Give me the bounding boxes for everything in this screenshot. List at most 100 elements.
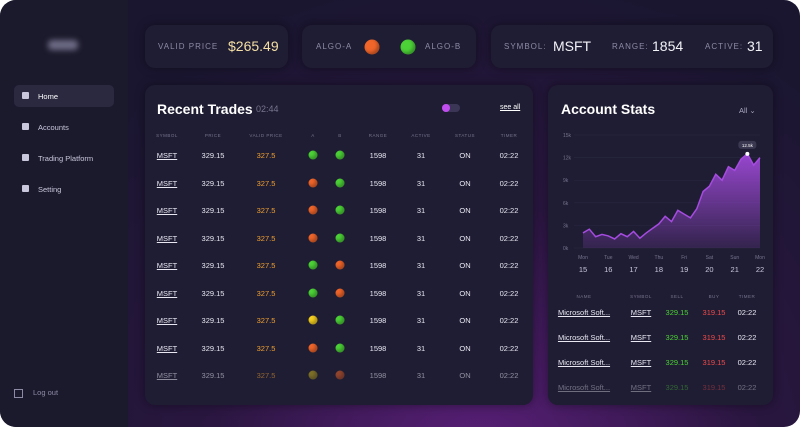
nav-icon [22, 92, 29, 99]
indicator-dot [335, 288, 345, 297]
stats-cell: MSFT [630, 358, 652, 367]
trade-cell: 02:22 [499, 343, 519, 353]
area-fill [583, 153, 760, 248]
see-all-link[interactable]: see all [500, 104, 521, 111]
trade-cell: 02:22 [499, 206, 519, 215]
trade-cell: ON [459, 206, 471, 215]
stats-cell: 329.15 [665, 333, 689, 342]
column-header: TIMER [738, 294, 756, 299]
x-tick-date: 22 [756, 265, 764, 274]
nav-item[interactable]: Home [14, 85, 114, 107]
x-tick-date: 21 [731, 265, 739, 274]
valid-price-card: VALID PRICE $265.49 [145, 25, 288, 68]
trade-cell: 1598 [369, 343, 387, 353]
annotation-label: 12.5k [742, 143, 754, 148]
column-header: BUY [708, 294, 720, 299]
column-header: NAME [576, 294, 592, 299]
trade-cell: MSFT [156, 371, 178, 380]
x-tick-date: 17 [629, 265, 637, 274]
indicator-dot [308, 343, 318, 352]
account-stats-title: Account Stats [561, 101, 656, 117]
symbol-card: SYMBOL: MSFT RANGE: 1854 ACTIVE: 31 [491, 25, 773, 68]
nav-label: Trading Platform [38, 154, 94, 163]
symbol: MSFT [553, 38, 592, 54]
trade-cell: ON [459, 261, 471, 270]
trade-cell: 327.5 [256, 316, 276, 325]
trade-cell: ON [459, 151, 471, 160]
indicator-dot [335, 343, 345, 352]
trade-cell: 1598 [369, 288, 387, 298]
nav-item[interactable]: Accounts [14, 116, 114, 138]
column-header: RANGE [368, 133, 388, 138]
trade-cell: 02:22 [499, 371, 519, 380]
nav-item[interactable]: Trading Platform [14, 147, 114, 169]
range: 1854 [652, 38, 684, 54]
column-header: B [338, 133, 342, 138]
trade-cell: 1598 [369, 233, 387, 243]
indicator-dot [308, 233, 318, 242]
x-tick-date: 20 [705, 265, 713, 274]
recent-trades-panel: Recent Trades 02:44 see all SYMBOL PRICE V… [145, 85, 533, 405]
trade-cell: MSFT [156, 178, 178, 188]
trade-cell: 31 [416, 151, 426, 160]
indicator-dot [308, 288, 318, 297]
trade-cell: ON [459, 343, 471, 353]
trade-cell: 02:22 [499, 316, 519, 325]
x-tick-day: Fri [681, 255, 687, 261]
stats-cell: 319.15 [702, 308, 726, 317]
indicator-dot [335, 150, 345, 160]
trade-cell: 31 [416, 288, 426, 298]
trade-cell: 327.5 [256, 288, 276, 298]
indicator-dot [308, 315, 318, 325]
trade-cell: 02:22 [499, 151, 519, 160]
trade-cell: 31 [416, 343, 426, 353]
trade-cell: 329.15 [201, 151, 225, 160]
nav-item[interactable]: Setting [14, 178, 114, 200]
trade-cell: MSFT [156, 206, 178, 215]
trade-cell: 329.15 [201, 371, 225, 380]
stats-cell: 319.15 [702, 383, 726, 392]
trade-cell: 327.5 [256, 206, 276, 215]
trade-cell: 02:22 [499, 288, 519, 298]
x-tick-day: Tue [604, 255, 613, 261]
valid-price-label: VALID PRICE [158, 42, 219, 51]
indicator-dot [335, 370, 345, 380]
indicator-dot [308, 178, 318, 187]
logout[interactable]: Log out [14, 388, 58, 398]
trade-cell: 31 [416, 233, 426, 243]
algo-b-label: ALGO-B [425, 42, 462, 51]
trade-cell: 31 [416, 371, 426, 380]
active: 31 [747, 38, 763, 54]
indicator-dot [335, 260, 345, 270]
indicator-dot [335, 315, 345, 325]
trade-cell: 1598 [369, 261, 387, 270]
trade-cell: 327.5 [256, 151, 276, 160]
filter-dropdown[interactable]: All ⌄ [739, 106, 756, 115]
trade-cell: 329.15 [201, 178, 225, 188]
x-tick-date: 16 [604, 265, 612, 274]
indicator-dot [335, 233, 345, 242]
nav-label: Setting [38, 185, 62, 194]
annotation-point [745, 151, 750, 156]
trade-cell: 31 [416, 206, 426, 215]
stats-cell: Microsoft Soft... [557, 358, 611, 367]
y-tick-label: 3k [563, 223, 569, 229]
algo-a-label: ALGO-A [316, 42, 353, 51]
trade-cell: 329.15 [201, 316, 225, 325]
trade-cell: 329.15 [201, 261, 225, 270]
logout-label: Log out [33, 388, 59, 397]
trade-cell: MSFT [156, 343, 178, 353]
indicator-dot [335, 205, 345, 215]
stats-cell: 329.15 [665, 383, 689, 392]
trade-cell: MSFT [156, 288, 178, 298]
trade-cell: ON [459, 316, 471, 325]
x-tick-date: 19 [680, 265, 688, 274]
recent-trades-time: 02:44 [256, 104, 279, 114]
toggle[interactable] [442, 104, 460, 112]
filter-label: All [739, 106, 748, 115]
trade-cell: ON [459, 288, 471, 298]
trade-cell: ON [459, 178, 471, 188]
trade-cell: 1598 [369, 316, 387, 325]
